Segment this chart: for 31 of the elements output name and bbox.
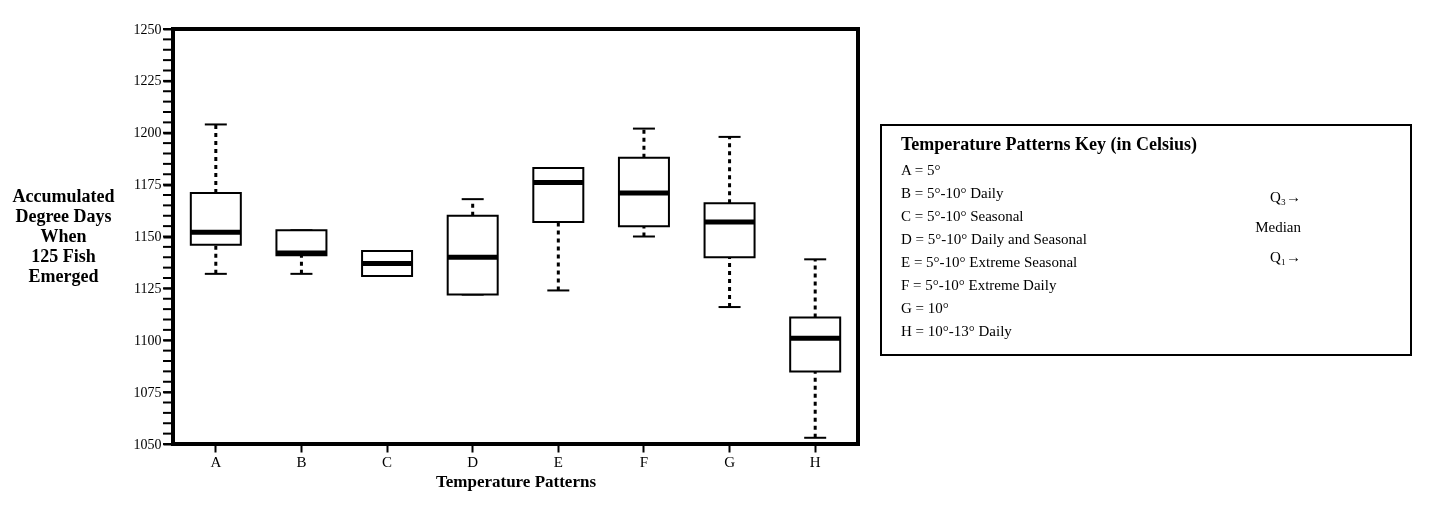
y-tick-label: 1100 [134, 332, 162, 348]
y-tick-label: 1125 [134, 280, 162, 296]
x-tick-label: D [467, 453, 479, 470]
text: Median [1255, 219, 1302, 235]
text: Temperature Patterns Key (in Celsius) [901, 134, 1197, 155]
x-axis-title: Temperature Patterns [435, 471, 597, 491]
text: E = 5°-10° Extreme Seasonal [901, 254, 1078, 270]
text: G = 10° [901, 300, 949, 316]
text: Q₃→ [1269, 189, 1301, 205]
y-tick-label: 1075 [133, 384, 162, 400]
x-tick-label: H [809, 453, 821, 470]
y-tick-label: 1050 [133, 436, 162, 452]
text: A = 5° [901, 162, 941, 178]
y-tick-label: 1175 [134, 177, 162, 193]
y-tick-label: 1200 [133, 125, 162, 141]
y-tick-label: 1150 [134, 229, 162, 244]
text: C = 5°-10° Seasonal [901, 208, 1024, 224]
y-tick-label: 1250 [133, 21, 162, 37]
text: B = 5°-10° Daily [901, 185, 1005, 201]
y-axis-title: Accumulated Degree Days When 125 Fish Emerged [12, 186, 115, 286]
x-tick-label: F [639, 453, 649, 470]
text: Q₁→ [1269, 249, 1301, 265]
x-tick-label: G [724, 453, 736, 470]
text: F = 5°-10° Extreme Daily [901, 277, 1057, 293]
text: H = 10°-13° Daily [901, 323, 1013, 339]
x-tick-label: B [296, 453, 307, 470]
x-tick-label: E [553, 453, 563, 470]
text: D = 5°-10° Daily and Seasonal [901, 231, 1087, 247]
x-tick-label: C [382, 453, 393, 470]
y-tick-label: 1225 [133, 73, 162, 89]
x-tick-label: A [210, 453, 222, 470]
